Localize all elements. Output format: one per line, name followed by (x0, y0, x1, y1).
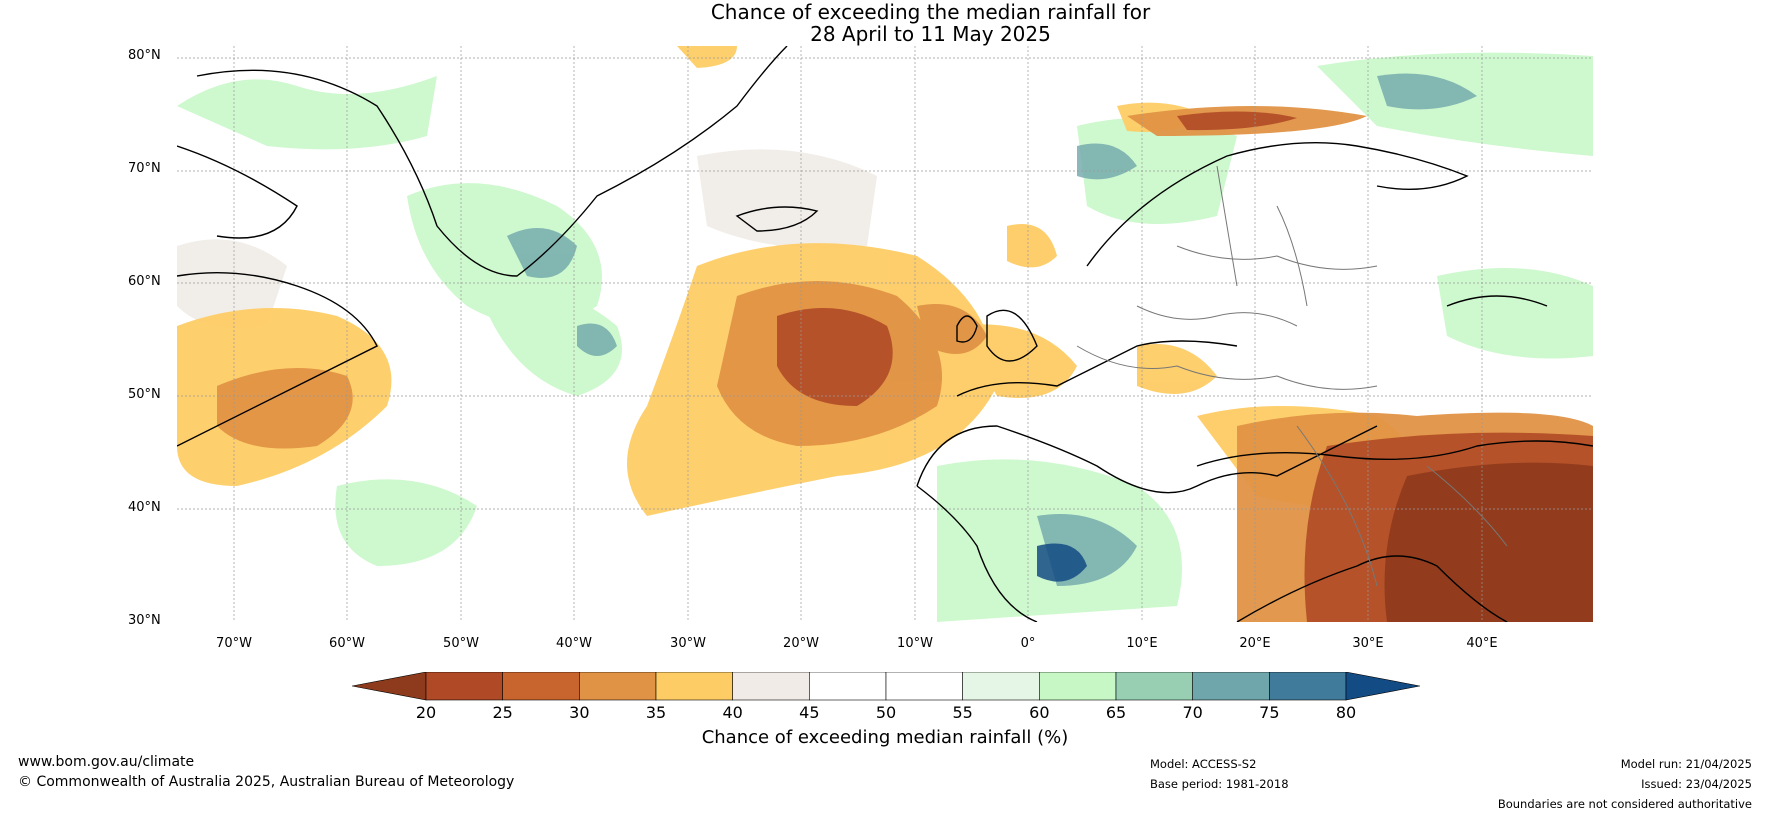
colorbar-tick-label: 75 (1259, 703, 1280, 722)
colorbar-bin (425, 672, 503, 701)
colorbar-tick-label: 35 (645, 703, 667, 722)
colorbar-bin (579, 672, 657, 701)
colorbar-bin (1269, 672, 1347, 701)
lon-label-40w: 40°W (556, 636, 592, 651)
colorbar (352, 672, 1420, 701)
colorbar-extend-high (1345, 672, 1420, 701)
colorbar-bin (962, 672, 1040, 701)
extreme-dry-regions (1384, 462, 1593, 622)
lat-label-60n: 60°N (128, 274, 161, 289)
country-borders (1076, 165, 1508, 587)
copyright-text: © Commonwealth of Australia 2025, Austra… (18, 774, 515, 790)
lon-label-0: 0° (1020, 636, 1036, 651)
website-link[interactable]: www.bom.gov.au/climate (18, 754, 195, 770)
lon-label-10e: 10°E (1126, 636, 1158, 651)
lon-label-50w: 50°W (443, 636, 479, 651)
colorbar-bin (1192, 672, 1270, 701)
coastlines (176, 45, 1594, 623)
lon-label-60w: 60°W (329, 636, 365, 651)
lon-label-30w: 30°W (670, 636, 706, 651)
chart-title-line2: 28 April to 11 May 2025 (810, 22, 1051, 46)
disclaimer-text: Boundaries are not considered authoritat… (1497, 797, 1752, 811)
lat-label-70n: 70°N (128, 161, 161, 176)
rainfall-map (176, 45, 1594, 623)
colorbar-tick-label: 60 (1029, 703, 1050, 722)
model-text: Model: ACCESS-S2 (1150, 757, 1257, 771)
colorbar-tick-label: 25 (492, 703, 513, 722)
wettest-regions (1037, 543, 1087, 582)
wet-regions (177, 52, 1593, 622)
colorbar-bin (502, 672, 580, 701)
colorbar-bin (732, 672, 810, 701)
colorbar-tick-label: 70 (1182, 703, 1203, 722)
colorbar-tick-label: 45 (799, 703, 820, 722)
colorbar-tick-label: 50 (875, 703, 897, 722)
lon-label-30e: 30°E (1352, 636, 1384, 651)
colorbar-tick-label: 20 (415, 703, 437, 722)
colorbar-tick-label: 30 (569, 703, 590, 722)
lon-label-40e: 40°E (1466, 636, 1498, 651)
model-run-text: Model run: 21/04/2025 (1620, 757, 1752, 771)
lon-label-70w: 70°W (216, 636, 252, 651)
issued-text: Issued: 23/04/2025 (1641, 777, 1752, 791)
lon-label-10w: 10°W (897, 636, 933, 651)
lon-label-20w: 20°W (783, 636, 819, 651)
colorbar-bin (1115, 672, 1193, 701)
colorbar-extend-low (352, 672, 427, 701)
colorbar-bin (809, 672, 887, 701)
lat-label-30n: 30°N (128, 613, 161, 628)
lon-label-20e: 20°E (1239, 636, 1271, 651)
lat-label-50n: 50°N (128, 387, 161, 402)
lat-label-40n: 40°N (128, 500, 161, 515)
colorbar-bin (655, 672, 733, 701)
colorbar-bin (1039, 672, 1117, 701)
base-period-text: Base period: 1981-2018 (1150, 777, 1289, 791)
colorbar-tick-label: 40 (722, 703, 743, 722)
neutral-dry-regions (177, 149, 877, 329)
colorbar-tick-label: 80 (1335, 703, 1357, 722)
colorbar-bin (885, 672, 963, 701)
lat-label-80n: 80°N (128, 48, 161, 63)
graticule (177, 46, 1593, 622)
chart-title-line1: Chance of exceeding the median rainfall … (710, 0, 1151, 24)
colorbar-label: Chance of exceeding median rainfall (%) (701, 727, 1069, 748)
colorbar-tick-label: 65 (1105, 703, 1127, 722)
colorbar-tick-label: 55 (952, 703, 973, 722)
